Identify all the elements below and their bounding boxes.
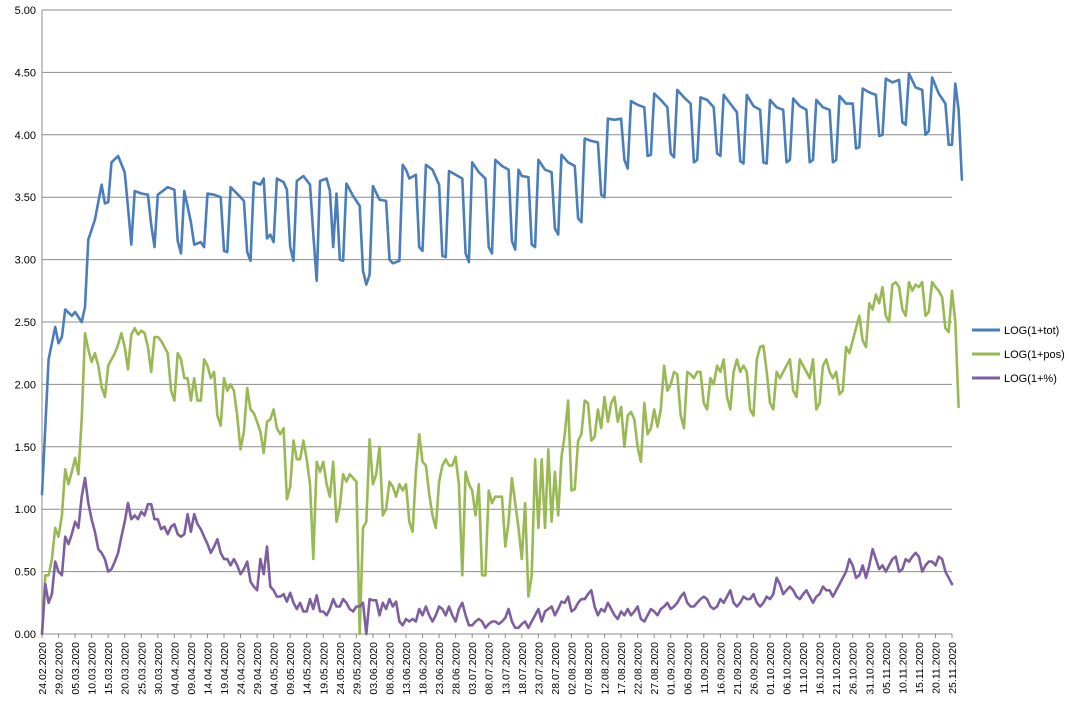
- x-tick-label: 03.06.2020: [368, 642, 380, 695]
- x-tick-label: 08.07.2020: [484, 642, 496, 695]
- x-tick-label: 24.05.2020: [335, 642, 347, 695]
- x-tick-label: 09.05.2020: [285, 642, 297, 695]
- x-tick-label: 18.06.2020: [418, 642, 430, 695]
- series-line-3: [40, 476, 954, 636]
- x-tick-label: 25.11.2020: [947, 642, 959, 694]
- y-tick-label: 3.00: [15, 255, 36, 267]
- series-lines: [40, 72, 964, 636]
- x-tick-label: 16.09.2020: [715, 642, 727, 695]
- x-tick-label: 04.05.2020: [269, 642, 281, 695]
- legend-label: LOG(1+%): [1004, 373, 1057, 385]
- series-line-1: [40, 72, 964, 496]
- x-tick-label: 21.09.2020: [732, 642, 744, 695]
- x-tick-label: 21.10.2020: [831, 642, 843, 695]
- x-tick-label: 22.08.2020: [633, 642, 645, 695]
- x-tick-label: 13.06.2020: [401, 642, 413, 695]
- x-tick-label: 28.06.2020: [451, 642, 463, 695]
- x-tick-label: 10.11.2020: [897, 642, 909, 694]
- x-tick-label: 02.08.2020: [566, 642, 578, 695]
- x-tick-label: 24.02.2020: [37, 642, 49, 695]
- x-tick-label: 12.08.2020: [600, 642, 612, 695]
- x-tick-label: 03.07.2020: [467, 642, 479, 695]
- x-tick-label: 16.10.2020: [815, 642, 827, 695]
- y-tick-label: 1.50: [15, 442, 36, 454]
- legend-label: LOG(1+pos): [1004, 349, 1065, 361]
- x-tick-label: 05.03.2020: [70, 642, 82, 695]
- x-tick-label: 05.11.2020: [881, 642, 893, 694]
- y-axis: 0.00 0.50 1.00 1.50 2.00 2.50 3.00 3.50 4.00 4.50…: [15, 5, 43, 641]
- x-tick-label: 28.07.2020: [550, 642, 562, 695]
- x-tick-label: 20.11.2020: [930, 642, 942, 694]
- y-tick-label: 4.00: [15, 130, 36, 142]
- y-tick-label: 2.00: [15, 379, 36, 391]
- x-tick-label: 06.09.2020: [682, 642, 694, 695]
- x-tick-label: 08.06.2020: [384, 642, 396, 695]
- x-tick-label: 25.03.2020: [136, 642, 148, 695]
- x-tick-label: 20.03.2020: [120, 642, 132, 695]
- x-tick-label: 26.09.2020: [748, 642, 760, 695]
- y-tick-label: 0.00: [15, 629, 36, 641]
- series-line-2: [40, 280, 960, 636]
- x-tick-label: 29.04.2020: [252, 642, 264, 695]
- x-tick-label: 31.10.2020: [864, 642, 876, 695]
- x-tick-label: 14.04.2020: [202, 642, 214, 695]
- y-tick-label: 0.50: [15, 567, 36, 579]
- x-tick-label: 13.07.2020: [500, 642, 512, 695]
- x-tick-label: 18.07.2020: [517, 642, 529, 695]
- y-tick-label: 1.00: [15, 504, 36, 516]
- x-tick-label: 04.04.2020: [169, 642, 181, 695]
- y-tick-label: 3.50: [15, 192, 36, 204]
- x-tick-label: 27.08.2020: [649, 642, 661, 695]
- x-tick-label: 26.10.2020: [848, 642, 860, 695]
- legend: LOG(1+tot) LOG(1+pos) LOG(1+%): [972, 325, 1065, 385]
- x-tick-label: 17.08.2020: [616, 642, 628, 695]
- gridlines: [42, 9, 952, 635]
- y-tick-label: 5.00: [15, 5, 36, 17]
- x-tick-label: 11.09.2020: [699, 642, 711, 694]
- x-tick-label: 29.05.2020: [351, 642, 363, 695]
- x-tick-label: 11.10.2020: [798, 642, 810, 694]
- x-tick-label: 09.04.2020: [186, 642, 198, 695]
- y-tick-label: 2.50: [15, 317, 36, 329]
- legend-label: LOG(1+tot): [1004, 325, 1059, 337]
- x-tick-label: 30.03.2020: [153, 642, 165, 695]
- x-tick-label: 29.02.2020: [54, 642, 66, 695]
- x-tick-label: 14.05.2020: [302, 642, 314, 695]
- x-tick-label: 07.08.2020: [583, 642, 595, 695]
- x-tick-label: 15.11.2020: [914, 642, 926, 694]
- x-tick-label: 23.07.2020: [533, 642, 545, 695]
- x-tick-label: 15.03.2020: [103, 642, 115, 695]
- x-tick-label: 23.06.2020: [434, 642, 446, 695]
- x-tick-label: 24.04.2020: [236, 642, 248, 695]
- x-tick-label: 01.09.2020: [666, 642, 678, 695]
- x-tick-label: 19.04.2020: [219, 642, 231, 695]
- x-tick-label: 19.05.2020: [318, 642, 330, 695]
- x-tick-label: 10.03.2020: [87, 642, 99, 695]
- x-tick-label: 06.10.2020: [782, 642, 794, 695]
- y-tick-label: 4.50: [15, 67, 36, 79]
- x-axis: 24.02.2020 29.02.2020 05.03.2020 10.03.2020…: [37, 633, 959, 695]
- x-tick-label: 01.10.2020: [765, 642, 777, 695]
